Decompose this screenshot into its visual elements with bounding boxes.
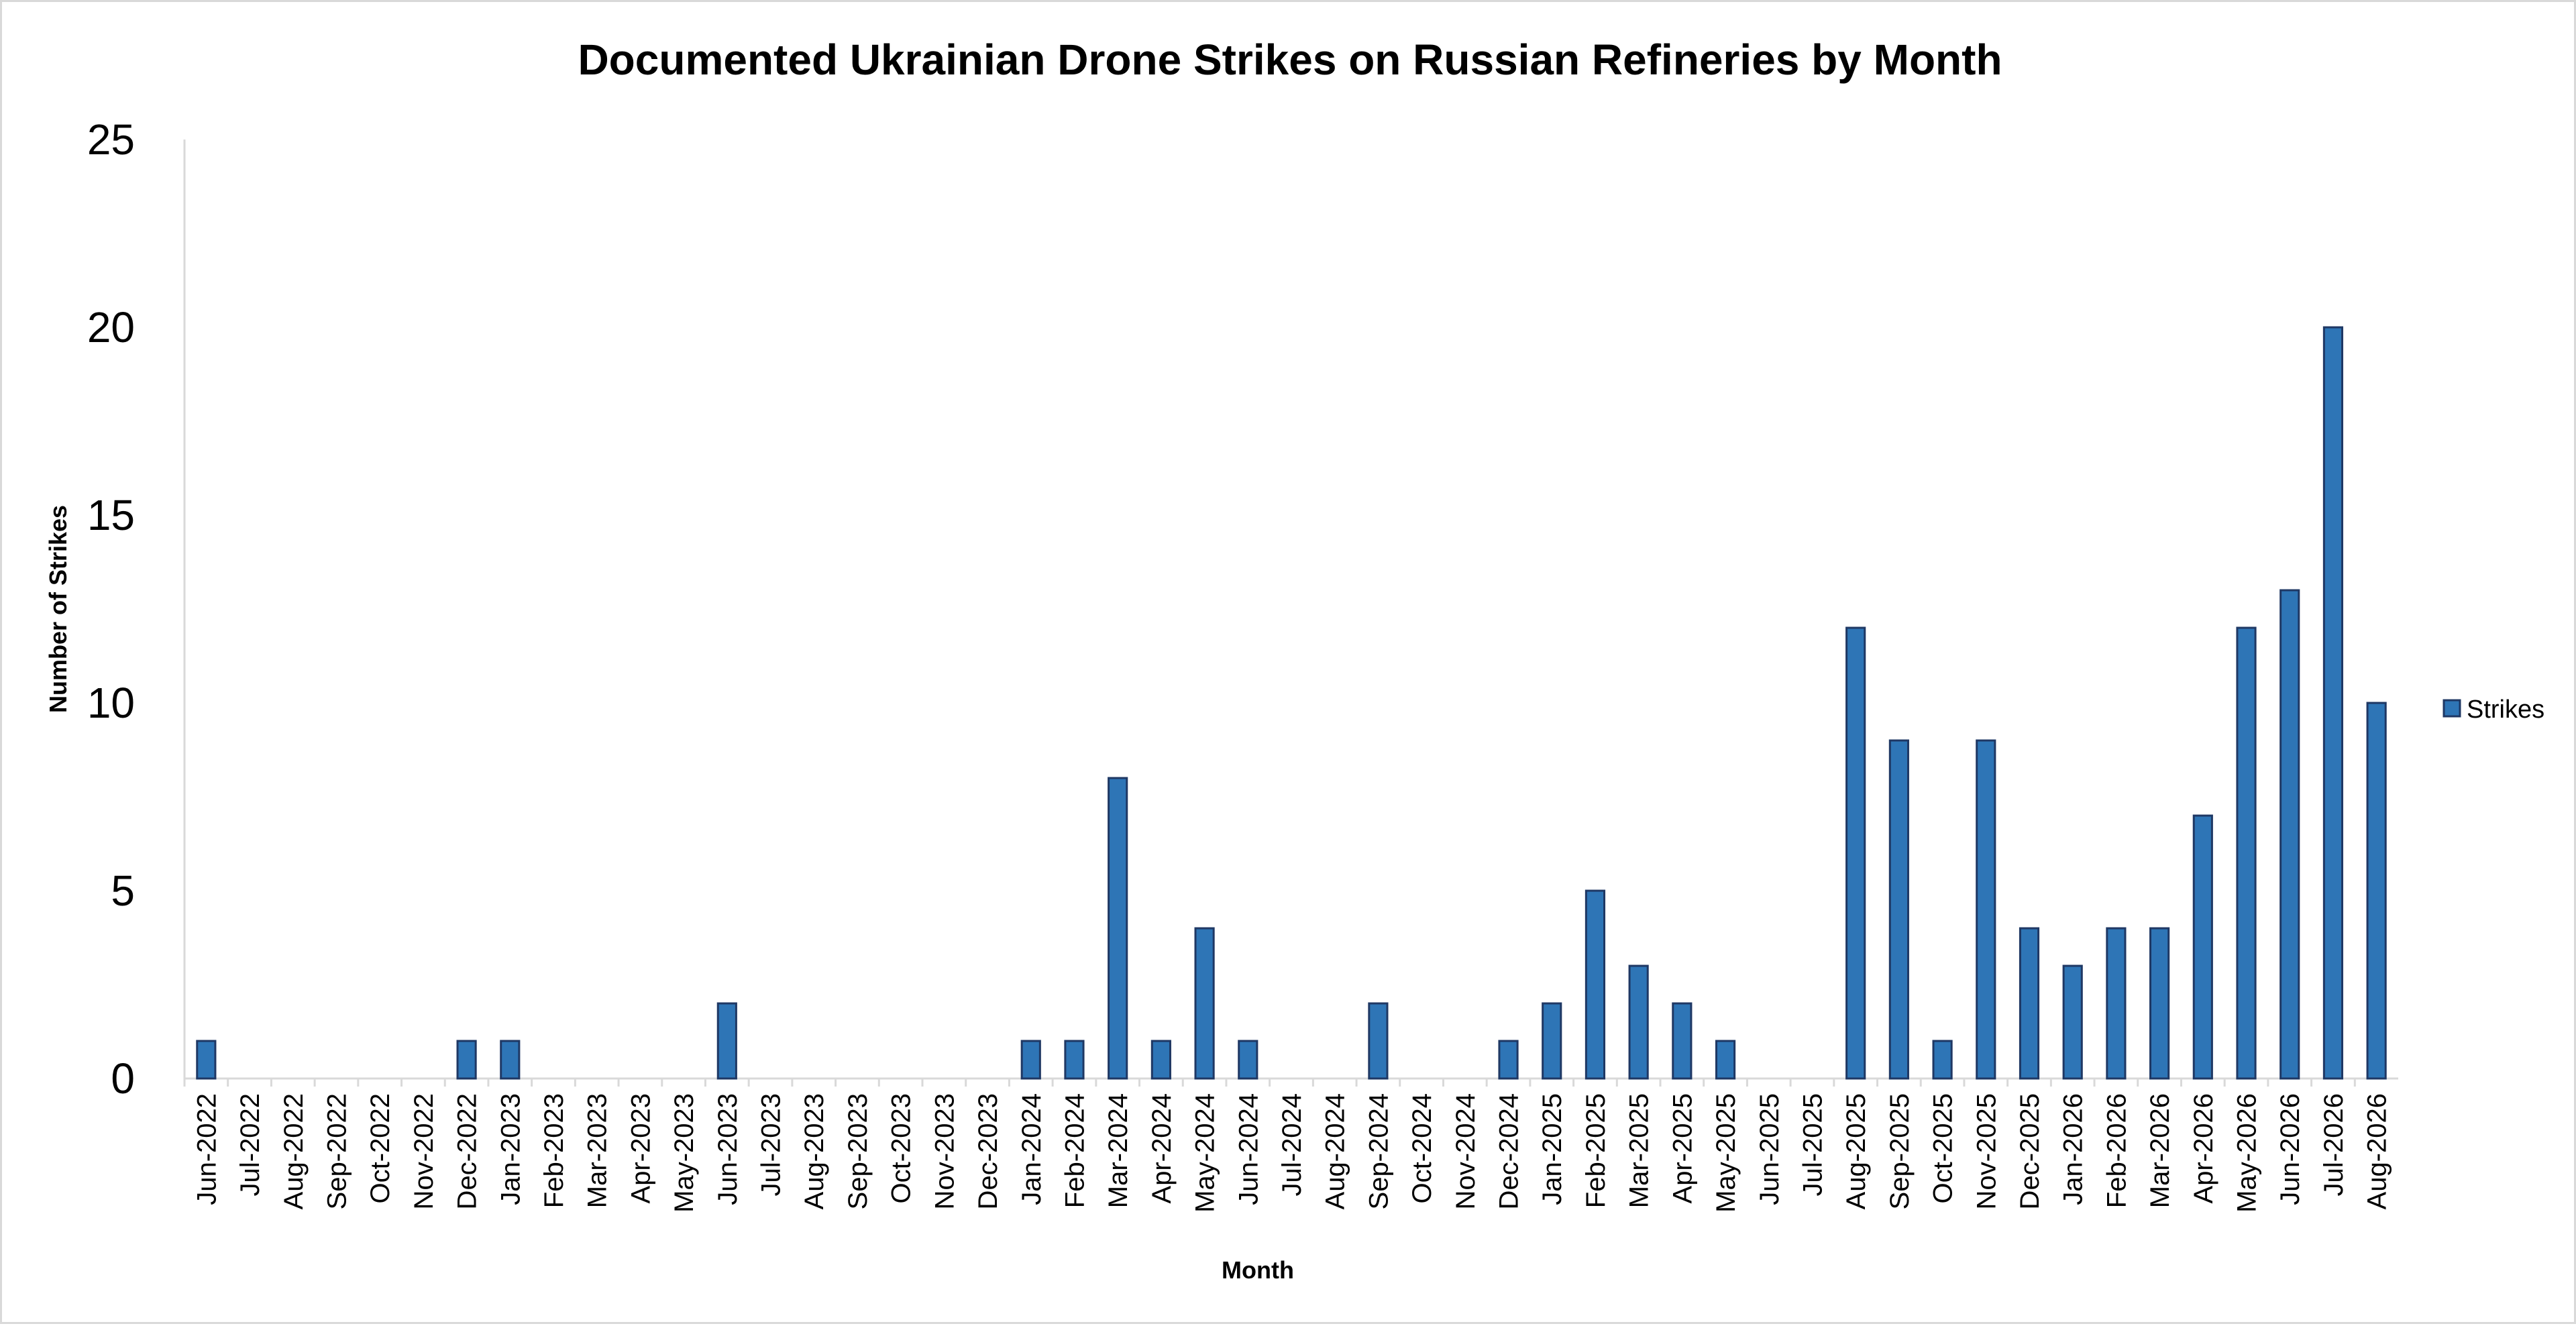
x-tick-label: Apr-2024 xyxy=(1147,1093,1177,1204)
x-tick-label: Nov-2022 xyxy=(409,1093,439,1209)
x-tick-label: Oct-2025 xyxy=(1929,1093,1958,1204)
y-tick-label: 0 xyxy=(111,1054,135,1103)
bar xyxy=(1585,889,1606,1080)
x-tick-label: May-2025 xyxy=(1711,1093,1741,1213)
bars-group xyxy=(196,326,2387,1080)
x-tick-label: Jul-2024 xyxy=(1277,1093,1307,1196)
x-tick-label: Feb-2026 xyxy=(2102,1093,2131,1208)
bar xyxy=(500,1040,521,1080)
x-tick-label: Apr-2023 xyxy=(626,1093,655,1204)
bar xyxy=(1888,739,1909,1080)
x-axis-label: Month xyxy=(1222,1256,1294,1284)
x-tick-label: Jan-2025 xyxy=(1538,1093,1567,1205)
x-tick-label: Mar-2023 xyxy=(583,1093,612,1208)
x-tick-label: Jun-2024 xyxy=(1234,1093,1263,1205)
x-tick-label: Nov-2023 xyxy=(930,1093,959,1209)
x-tick-label: Nov-2025 xyxy=(1972,1093,2001,1209)
x-tick-label: Apr-2025 xyxy=(1668,1093,1697,1204)
bar xyxy=(1628,964,1649,1080)
x-tick-label: Jun-2023 xyxy=(713,1093,743,1205)
x-tick-label: Jan-2023 xyxy=(496,1093,525,1205)
x-tick-label: Apr-2026 xyxy=(2189,1093,2218,1204)
bar xyxy=(1542,1002,1562,1080)
x-tick-label: Sep-2023 xyxy=(843,1093,873,1209)
x-tick-label: Oct-2023 xyxy=(887,1093,916,1204)
x-axis-ticks: Jun-2022 Jul-2022 Aug-2022 Sep-2022 Oct-2022… xyxy=(183,1079,2392,1213)
x-tick-label: Dec-2023 xyxy=(973,1093,1003,1209)
bar xyxy=(2062,964,2083,1080)
x-tick-label: Dec-2025 xyxy=(2015,1093,2045,1209)
bar xyxy=(1108,777,1128,1080)
x-tick-label: Jan-2024 xyxy=(1017,1093,1046,1205)
x-tick-label: May-2024 xyxy=(1191,1093,1220,1213)
bar xyxy=(716,1002,737,1080)
x-tick-label: Aug-2022 xyxy=(279,1093,309,1209)
bar xyxy=(1498,1040,1519,1080)
y-tick-label: 15 xyxy=(87,491,135,539)
bar xyxy=(1672,1002,1693,1080)
bar xyxy=(2019,927,2040,1080)
x-tick-label: Dec-2024 xyxy=(1495,1093,1524,1209)
y-axis-label: Number of Strikes xyxy=(44,505,72,713)
x-tick-label: Sep-2022 xyxy=(322,1093,352,1209)
y-tick-label: 10 xyxy=(87,679,135,727)
bar xyxy=(1932,1040,1953,1080)
x-tick-label: Feb-2024 xyxy=(1060,1093,1089,1208)
x-tick-label: Sep-2025 xyxy=(1885,1093,1915,1209)
bar xyxy=(2236,626,2257,1080)
legend: Strikes xyxy=(2443,696,2544,724)
bar xyxy=(2322,326,2344,1080)
bar xyxy=(1194,927,1215,1080)
y-axis-ticks: 0 5 10 15 20 25 xyxy=(87,115,135,1103)
x-tick-label: Mar-2026 xyxy=(2145,1093,2175,1208)
legend-label: Strikes xyxy=(2467,696,2544,724)
x-tick-label: Feb-2023 xyxy=(539,1093,569,1208)
y-tick-label: 25 xyxy=(87,115,135,164)
bar xyxy=(1845,626,1866,1080)
bar xyxy=(1150,1040,1171,1080)
x-tick-label: Aug-2026 xyxy=(2363,1093,2392,1209)
x-tick-label: Sep-2024 xyxy=(1364,1093,1393,1209)
bar xyxy=(1020,1040,1041,1080)
bar xyxy=(2149,927,2170,1080)
bar xyxy=(196,1040,217,1080)
bar xyxy=(2279,589,2300,1080)
bar xyxy=(2366,702,2387,1080)
x-tick-label: Jul-2022 xyxy=(235,1093,265,1196)
x-tick-label: Jun-2026 xyxy=(2275,1093,2305,1205)
x-tick-label: May-2023 xyxy=(669,1093,699,1213)
y-tick-label: 5 xyxy=(111,867,135,915)
bar xyxy=(1064,1040,1085,1080)
bar xyxy=(1715,1040,1736,1080)
x-tick-label: Jan-2026 xyxy=(2059,1093,2088,1205)
x-tick-label: Jun-2025 xyxy=(1755,1093,1784,1205)
x-tick-label: Jul-2026 xyxy=(2319,1093,2349,1196)
x-tick-label: Jul-2023 xyxy=(757,1093,786,1196)
y-tick-label: 20 xyxy=(87,303,135,351)
chart-title: Documented Ukrainian Drone Strikes on Ru… xyxy=(578,36,2002,84)
x-tick-label: Jun-2022 xyxy=(192,1093,221,1205)
x-tick-label: Jul-2025 xyxy=(1798,1093,1827,1196)
bar xyxy=(1238,1040,1258,1080)
x-tick-label: May-2026 xyxy=(2233,1093,2262,1213)
x-tick-label: Oct-2022 xyxy=(366,1093,395,1204)
x-tick-label: Dec-2022 xyxy=(453,1093,482,1209)
x-tick-label: Aug-2024 xyxy=(1321,1093,1350,1209)
bar xyxy=(2106,927,2127,1080)
x-tick-label: Aug-2025 xyxy=(1841,1093,1871,1209)
x-tick-label: Mar-2024 xyxy=(1104,1093,1133,1208)
x-tick-label: Aug-2023 xyxy=(800,1093,829,1209)
bar xyxy=(2192,814,2213,1080)
x-tick-label: Mar-2025 xyxy=(1625,1093,1654,1208)
bar xyxy=(1976,739,1996,1080)
legend-swatch xyxy=(2443,699,2461,718)
x-tick-label: Feb-2025 xyxy=(1581,1093,1611,1208)
x-tick-label: Nov-2024 xyxy=(1451,1093,1481,1209)
bar xyxy=(456,1040,477,1080)
bar xyxy=(1368,1002,1389,1080)
x-tick-label: Oct-2024 xyxy=(1407,1093,1437,1204)
